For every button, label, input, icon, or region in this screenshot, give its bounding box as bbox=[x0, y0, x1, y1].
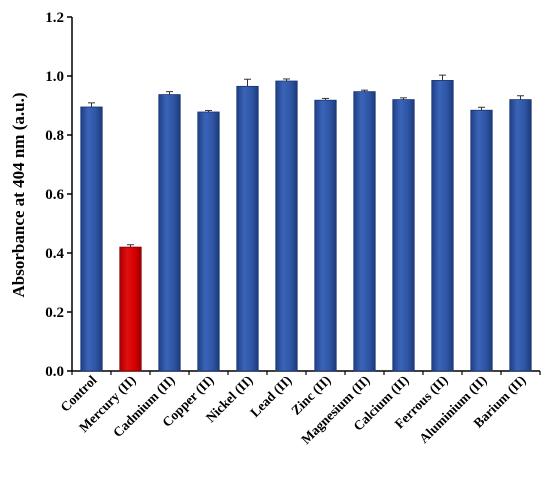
bar bbox=[314, 99, 337, 372]
bar bbox=[470, 109, 493, 372]
bar bbox=[353, 91, 376, 372]
y-tick-label: 0.0 bbox=[45, 364, 64, 380]
x-tick-label: Lead (II) bbox=[247, 373, 294, 420]
y-tick-label: 0.4 bbox=[45, 246, 64, 262]
bar bbox=[392, 99, 415, 372]
y-tick-label: 0.6 bbox=[45, 187, 64, 203]
bar bbox=[80, 106, 103, 372]
bar bbox=[431, 80, 454, 372]
y-tick-label: 1.0 bbox=[45, 69, 64, 85]
bar bbox=[509, 99, 532, 372]
y-tick-label: 0.2 bbox=[45, 305, 64, 321]
bar bbox=[197, 111, 220, 372]
x-tick-label: Magnesium (II) bbox=[298, 373, 373, 448]
y-tick-label: 0.8 bbox=[45, 128, 64, 144]
bar bbox=[275, 80, 298, 372]
y-axis-title: Absorbance at 404 nm (a.u.) bbox=[9, 93, 28, 298]
bar bbox=[236, 85, 259, 372]
bar bbox=[158, 94, 181, 372]
y-tick-label: 1.2 bbox=[45, 10, 64, 26]
bar bbox=[119, 246, 142, 372]
x-tick-label: Aluminium (II) bbox=[416, 373, 489, 446]
